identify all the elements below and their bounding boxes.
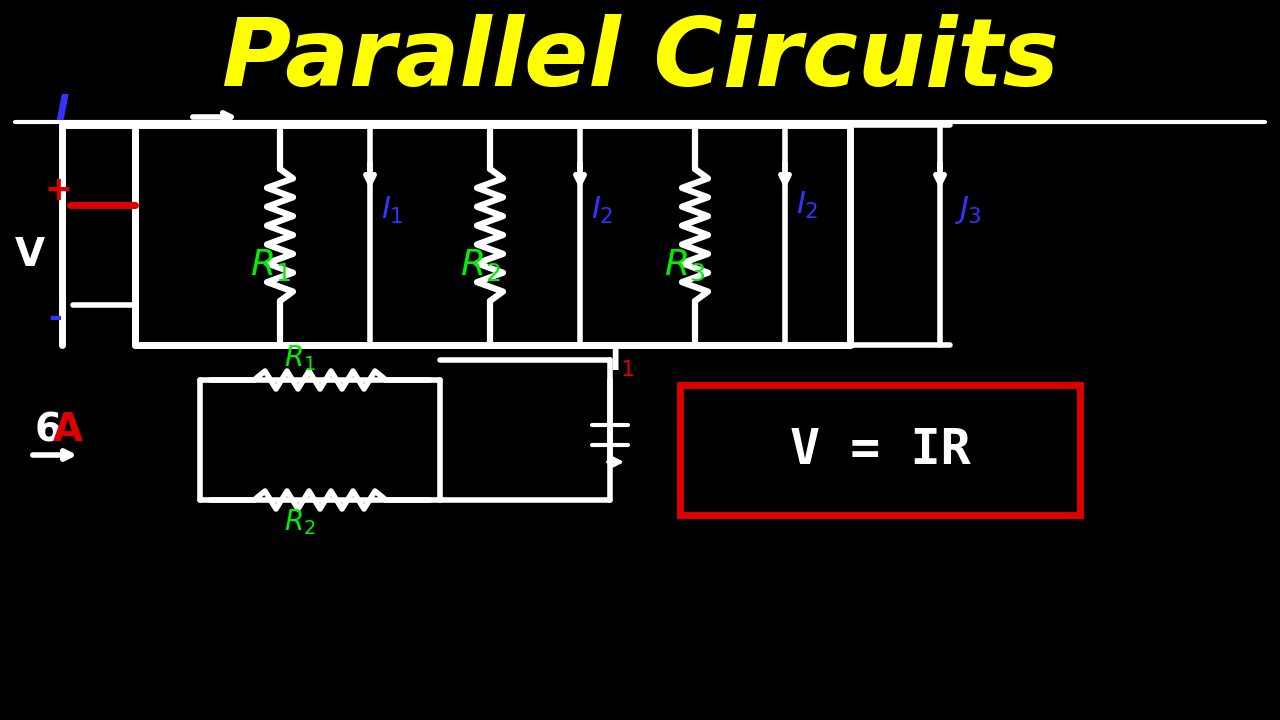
Text: $R_1$: $R_1$ bbox=[284, 343, 316, 373]
Text: +: + bbox=[44, 174, 72, 207]
Text: A: A bbox=[52, 411, 83, 449]
Text: $R_2$: $R_2$ bbox=[284, 507, 316, 537]
Text: 1: 1 bbox=[621, 360, 635, 380]
Text: $I_2$: $I_2$ bbox=[796, 189, 818, 220]
Text: I: I bbox=[609, 348, 621, 377]
Text: Parallel Circuits: Parallel Circuits bbox=[221, 14, 1059, 106]
Bar bbox=[680, 385, 1080, 515]
Text: V = IR: V = IR bbox=[790, 426, 970, 474]
Text: I: I bbox=[55, 93, 69, 127]
Text: $R_3$: $R_3$ bbox=[664, 248, 705, 283]
Text: -: - bbox=[49, 302, 61, 335]
Text: 6: 6 bbox=[35, 411, 61, 449]
Text: V: V bbox=[15, 236, 45, 274]
Text: $R_1$: $R_1$ bbox=[250, 247, 291, 283]
Text: $I_1$: $I_1$ bbox=[380, 194, 403, 225]
Text: $J_3$: $J_3$ bbox=[954, 194, 982, 226]
Text: $R_2$: $R_2$ bbox=[460, 247, 500, 283]
Text: $I_2$: $I_2$ bbox=[591, 194, 613, 225]
